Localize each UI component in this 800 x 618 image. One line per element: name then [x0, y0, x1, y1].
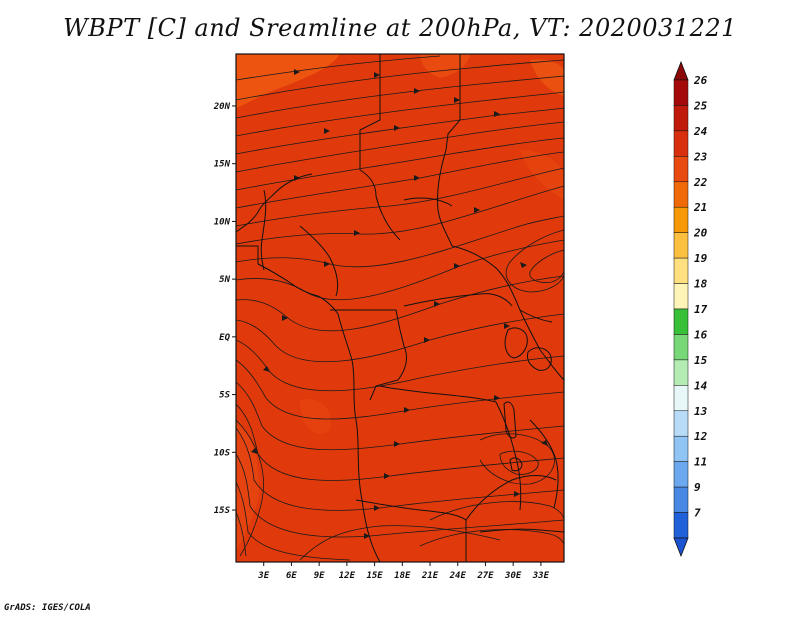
colorbar-label: 13 [694, 405, 708, 418]
colorbar-swatch [673, 206, 689, 233]
lon-tick-label: 18E [394, 571, 411, 581]
map-frame [235, 53, 565, 563]
colorbar-bottom-triangle [673, 537, 689, 558]
map-title: WBPT [C] and Sreamline at 200hPa, VT: 20… [63, 14, 737, 42]
colorbar-swatch [673, 257, 689, 284]
lat-tick-label: 10S [214, 448, 231, 458]
colorbar-swatch [673, 79, 689, 106]
colorbar-label: 15 [694, 354, 708, 367]
colorbar-swatch [673, 232, 689, 259]
wbpt-patch-northwest [236, 54, 340, 108]
lat-tick-label: 15N [214, 160, 231, 170]
colorbar-label: 22 [693, 176, 708, 189]
lat-tick-label: 20N [213, 102, 231, 112]
lon-tick-label: 12E [339, 571, 356, 581]
lon-tick-label: 6E [286, 571, 297, 581]
colorbar-swatch [673, 461, 689, 488]
colorbar-label: 23 [693, 150, 708, 163]
longitude-axis: 3E 6E 9E 12E 15E 18E 21E 24E 27E 30E 33E [257, 562, 550, 581]
colorbar-swatch [673, 105, 689, 132]
colorbar-top-triangle [673, 60, 689, 81]
colorbar-label: 20 [693, 227, 708, 240]
lon-tick-label: 3E [257, 571, 269, 581]
lakes [503, 327, 552, 472]
colorbar-swatch [673, 512, 689, 539]
colorbar-swatch [673, 410, 689, 437]
lon-tick-label: 15E [366, 571, 383, 581]
lat-tick-label: 5S [219, 391, 230, 401]
grads-credit: GrADS: IGES/COLA [4, 603, 91, 613]
colorbar-swatch [673, 385, 689, 412]
colorbar-label: 7 [694, 507, 701, 520]
colorbar-label: 19 [694, 252, 708, 265]
colorbar-swatch [673, 181, 689, 208]
colorbar-label: 16 [694, 328, 708, 341]
colorbar-label: 9 [694, 481, 701, 494]
streamline-arrows [251, 69, 548, 539]
colorbar-swatch [673, 435, 689, 462]
colorbar-label: 17 [694, 303, 708, 316]
lon-tick-label: 21E [421, 571, 439, 581]
lon-tick-label: 9E [314, 571, 325, 581]
lat-tick-label: EQ [219, 333, 230, 343]
wbpt-shading [236, 54, 564, 562]
lat-tick-label: 15S [214, 506, 231, 516]
colorbar-swatch [673, 156, 689, 183]
lon-tick-label: 24E [449, 571, 467, 581]
colorbar-swatch [673, 130, 689, 157]
colorbar-swatch [673, 334, 689, 361]
colorbar-swatch [673, 359, 689, 386]
country-boundaries [236, 54, 564, 562]
lon-tick-label: 30E [504, 571, 522, 581]
latitude-axis: 20N 15N 10N 5N EQ 5S 10S 15S [213, 102, 236, 516]
colorbar-swatch [673, 308, 689, 335]
wbpt-patch-east [520, 150, 564, 200]
colorbar-label: 11 [694, 456, 707, 469]
lon-tick-label: 33E [532, 571, 550, 581]
lat-tick-label: 5N [219, 275, 230, 285]
colorbar-swatch [673, 486, 689, 513]
colorbar-label: 25 [693, 99, 708, 112]
colorbar-swatch [673, 283, 689, 310]
colorbar-label: 24 [693, 125, 708, 138]
lat-tick-label: 10N [214, 217, 231, 227]
colorbar-label: 21 [693, 201, 707, 214]
colorbar-label: 26 [693, 74, 708, 87]
wbpt-patch-central [300, 399, 331, 434]
colorbar-label: 18 [694, 278, 708, 291]
colorbar-label: 14 [694, 379, 708, 392]
lon-tick-label: 27E [476, 571, 494, 581]
colorbar: 26 25 24 23 22 21 20 19 18 17 16 15 14 13 12 11 9 7 [673, 60, 708, 558]
colorbar-label: 12 [694, 430, 708, 443]
